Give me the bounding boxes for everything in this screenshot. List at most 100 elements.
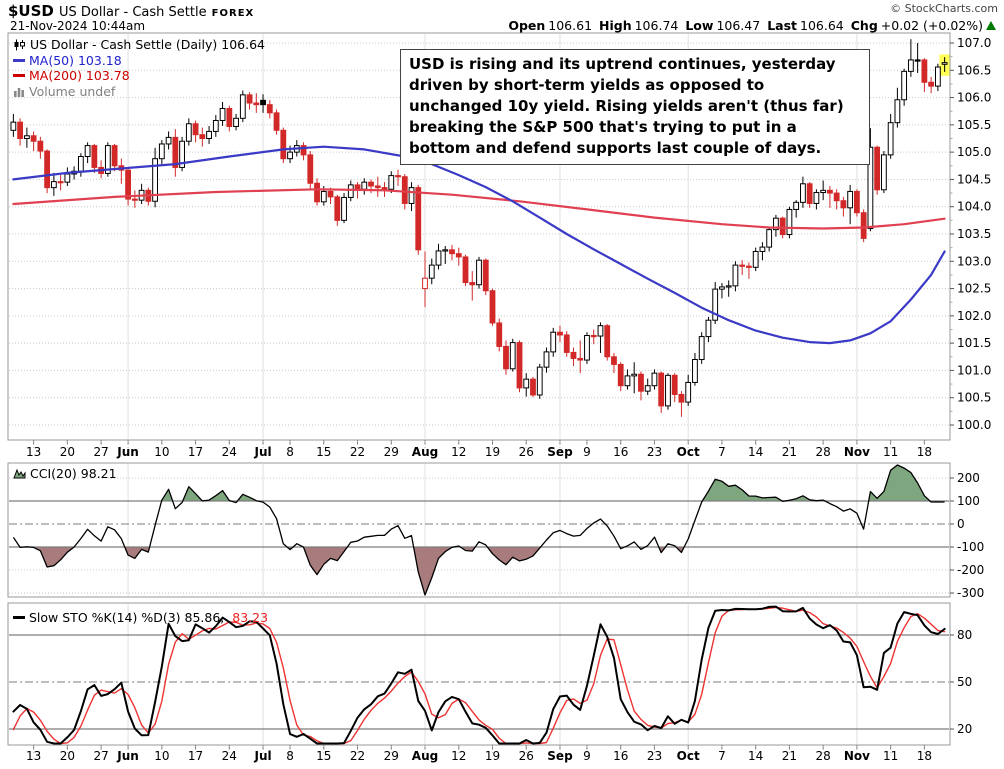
svg-text:Nov: Nov [844,749,870,763]
svg-text:8: 8 [286,749,294,763]
svg-text:23: 23 [647,445,662,459]
volume-label: Volume undef [29,83,116,99]
main-legend: US Dollar - Cash Settle (Daily) 106.64 M… [13,37,265,99]
svg-text:103.5: 103.5 [957,227,991,241]
svg-text:28: 28 [816,445,831,459]
svg-text:16: 16 [613,749,628,763]
svg-text:105.5: 105.5 [957,118,991,132]
annotation-note: USD is rising and its uptrend continues,… [400,49,870,165]
svg-text:Jul: Jul [253,749,271,763]
volume-legend: Volume undef [13,84,265,100]
svg-text:20: 20 [957,722,972,736]
svg-text:200: 200 [957,471,980,485]
svg-text:Oct: Oct [677,749,700,763]
svg-text:106.0: 106.0 [957,91,991,105]
svg-text:80: 80 [957,628,972,642]
svg-text:Jun: Jun [116,749,139,763]
svg-text:106.5: 106.5 [957,63,991,77]
sto-legend: Slow STO %K(14) %D(3) 85.86, 83.23 [13,610,268,625]
chart-header: $USD US Dollar - Cash Settle FOREX [8,1,254,20]
cci-label: CCI(20) 98.21 [30,466,117,481]
series-title-row: US Dollar - Cash Settle (Daily) 106.64 [13,37,265,53]
svg-text:23: 23 [647,749,662,763]
svg-text:Jul: Jul [253,445,271,459]
high-value: 106.74 [634,18,679,33]
open-value: 106.61 [548,18,593,33]
sto-d-value: 83.23 [232,610,269,625]
svg-text:104.5: 104.5 [957,172,991,186]
svg-text:Jun: Jun [116,445,139,459]
sto-line-icon [13,616,25,619]
svg-text:13: 13 [26,445,41,459]
svg-text:Sep: Sep [547,445,573,459]
svg-text:20: 20 [60,445,75,459]
svg-text:8: 8 [286,445,294,459]
quote-summary: Open 106.61 High 106.74 Low 106.47 Last 106.… [505,18,996,33]
svg-text:101.0: 101.0 [957,363,991,377]
svg-text:22: 22 [350,749,365,763]
svg-text:18: 18 [917,749,932,763]
svg-text:9: 9 [583,749,591,763]
symbol-label: $USD [8,2,54,20]
svg-text:20: 20 [60,749,75,763]
svg-text:19: 19 [485,445,500,459]
svg-text:18: 18 [917,445,932,459]
svg-text:Aug: Aug [412,445,438,459]
volume-bars-icon [14,87,24,97]
svg-text:102.5: 102.5 [957,282,991,296]
svg-text:26: 26 [519,749,534,763]
candlestick-icon [14,39,25,51]
svg-text:17: 17 [188,749,203,763]
copyright-link[interactable]: © StockCharts.com [890,2,998,15]
svg-text:27: 27 [93,749,108,763]
svg-text:7: 7 [718,749,726,763]
svg-text:107.0: 107.0 [957,36,991,50]
ma200-legend: MA(200) 103.78 [13,68,265,84]
svg-text:19: 19 [485,749,500,763]
svg-text:26: 26 [519,445,534,459]
svg-text:102.0: 102.0 [957,309,991,323]
svg-text:105.0: 105.0 [957,145,991,159]
last-value: 106.64 [800,18,844,33]
ma50-legend: MA(50) 103.18 [13,53,265,69]
svg-text:100: 100 [957,494,980,508]
high-label: High [599,18,632,33]
svg-text:Aug: Aug [412,749,438,763]
svg-text:28: 28 [816,749,831,763]
svg-text:21: 21 [782,749,797,763]
svg-text:-300: -300 [957,586,984,600]
svg-text:100.5: 100.5 [957,391,991,405]
chg-label: Chg [850,18,878,33]
svg-text:0: 0 [957,517,965,531]
low-value: 106.47 [716,18,761,33]
symbol-name: US Dollar - Cash Settle [58,5,207,20]
svg-text:-100: -100 [957,540,984,554]
area-chart-icon [13,468,26,479]
svg-text:Nov: Nov [844,445,870,459]
svg-text:29: 29 [384,749,399,763]
svg-text:Sep: Sep [547,749,573,763]
svg-text:15: 15 [316,749,331,763]
svg-text:24: 24 [222,445,237,459]
ma50-label: MA(50) 103.18 [29,52,122,68]
up-triangle-icon [986,21,996,30]
ma50-line-icon [13,58,25,62]
low-label: Low [685,18,714,33]
svg-text:12: 12 [451,749,466,763]
svg-text:22: 22 [350,445,365,459]
svg-text:11: 11 [883,749,898,763]
cci-legend: CCI(20) 98.21 [13,466,117,481]
chart-datetime: 21-Nov-2024 10:44am [10,19,146,33]
svg-text:7: 7 [718,445,726,459]
svg-text:27: 27 [93,445,108,459]
svg-text:-200: -200 [957,563,984,577]
chg-value: +0.02 (+0.02%) [880,18,983,33]
svg-text:29: 29 [384,445,399,459]
svg-text:15: 15 [316,445,331,459]
open-label: Open [508,18,546,33]
svg-text:14: 14 [748,445,763,459]
svg-text:10: 10 [154,445,169,459]
svg-text:Oct: Oct [677,445,700,459]
